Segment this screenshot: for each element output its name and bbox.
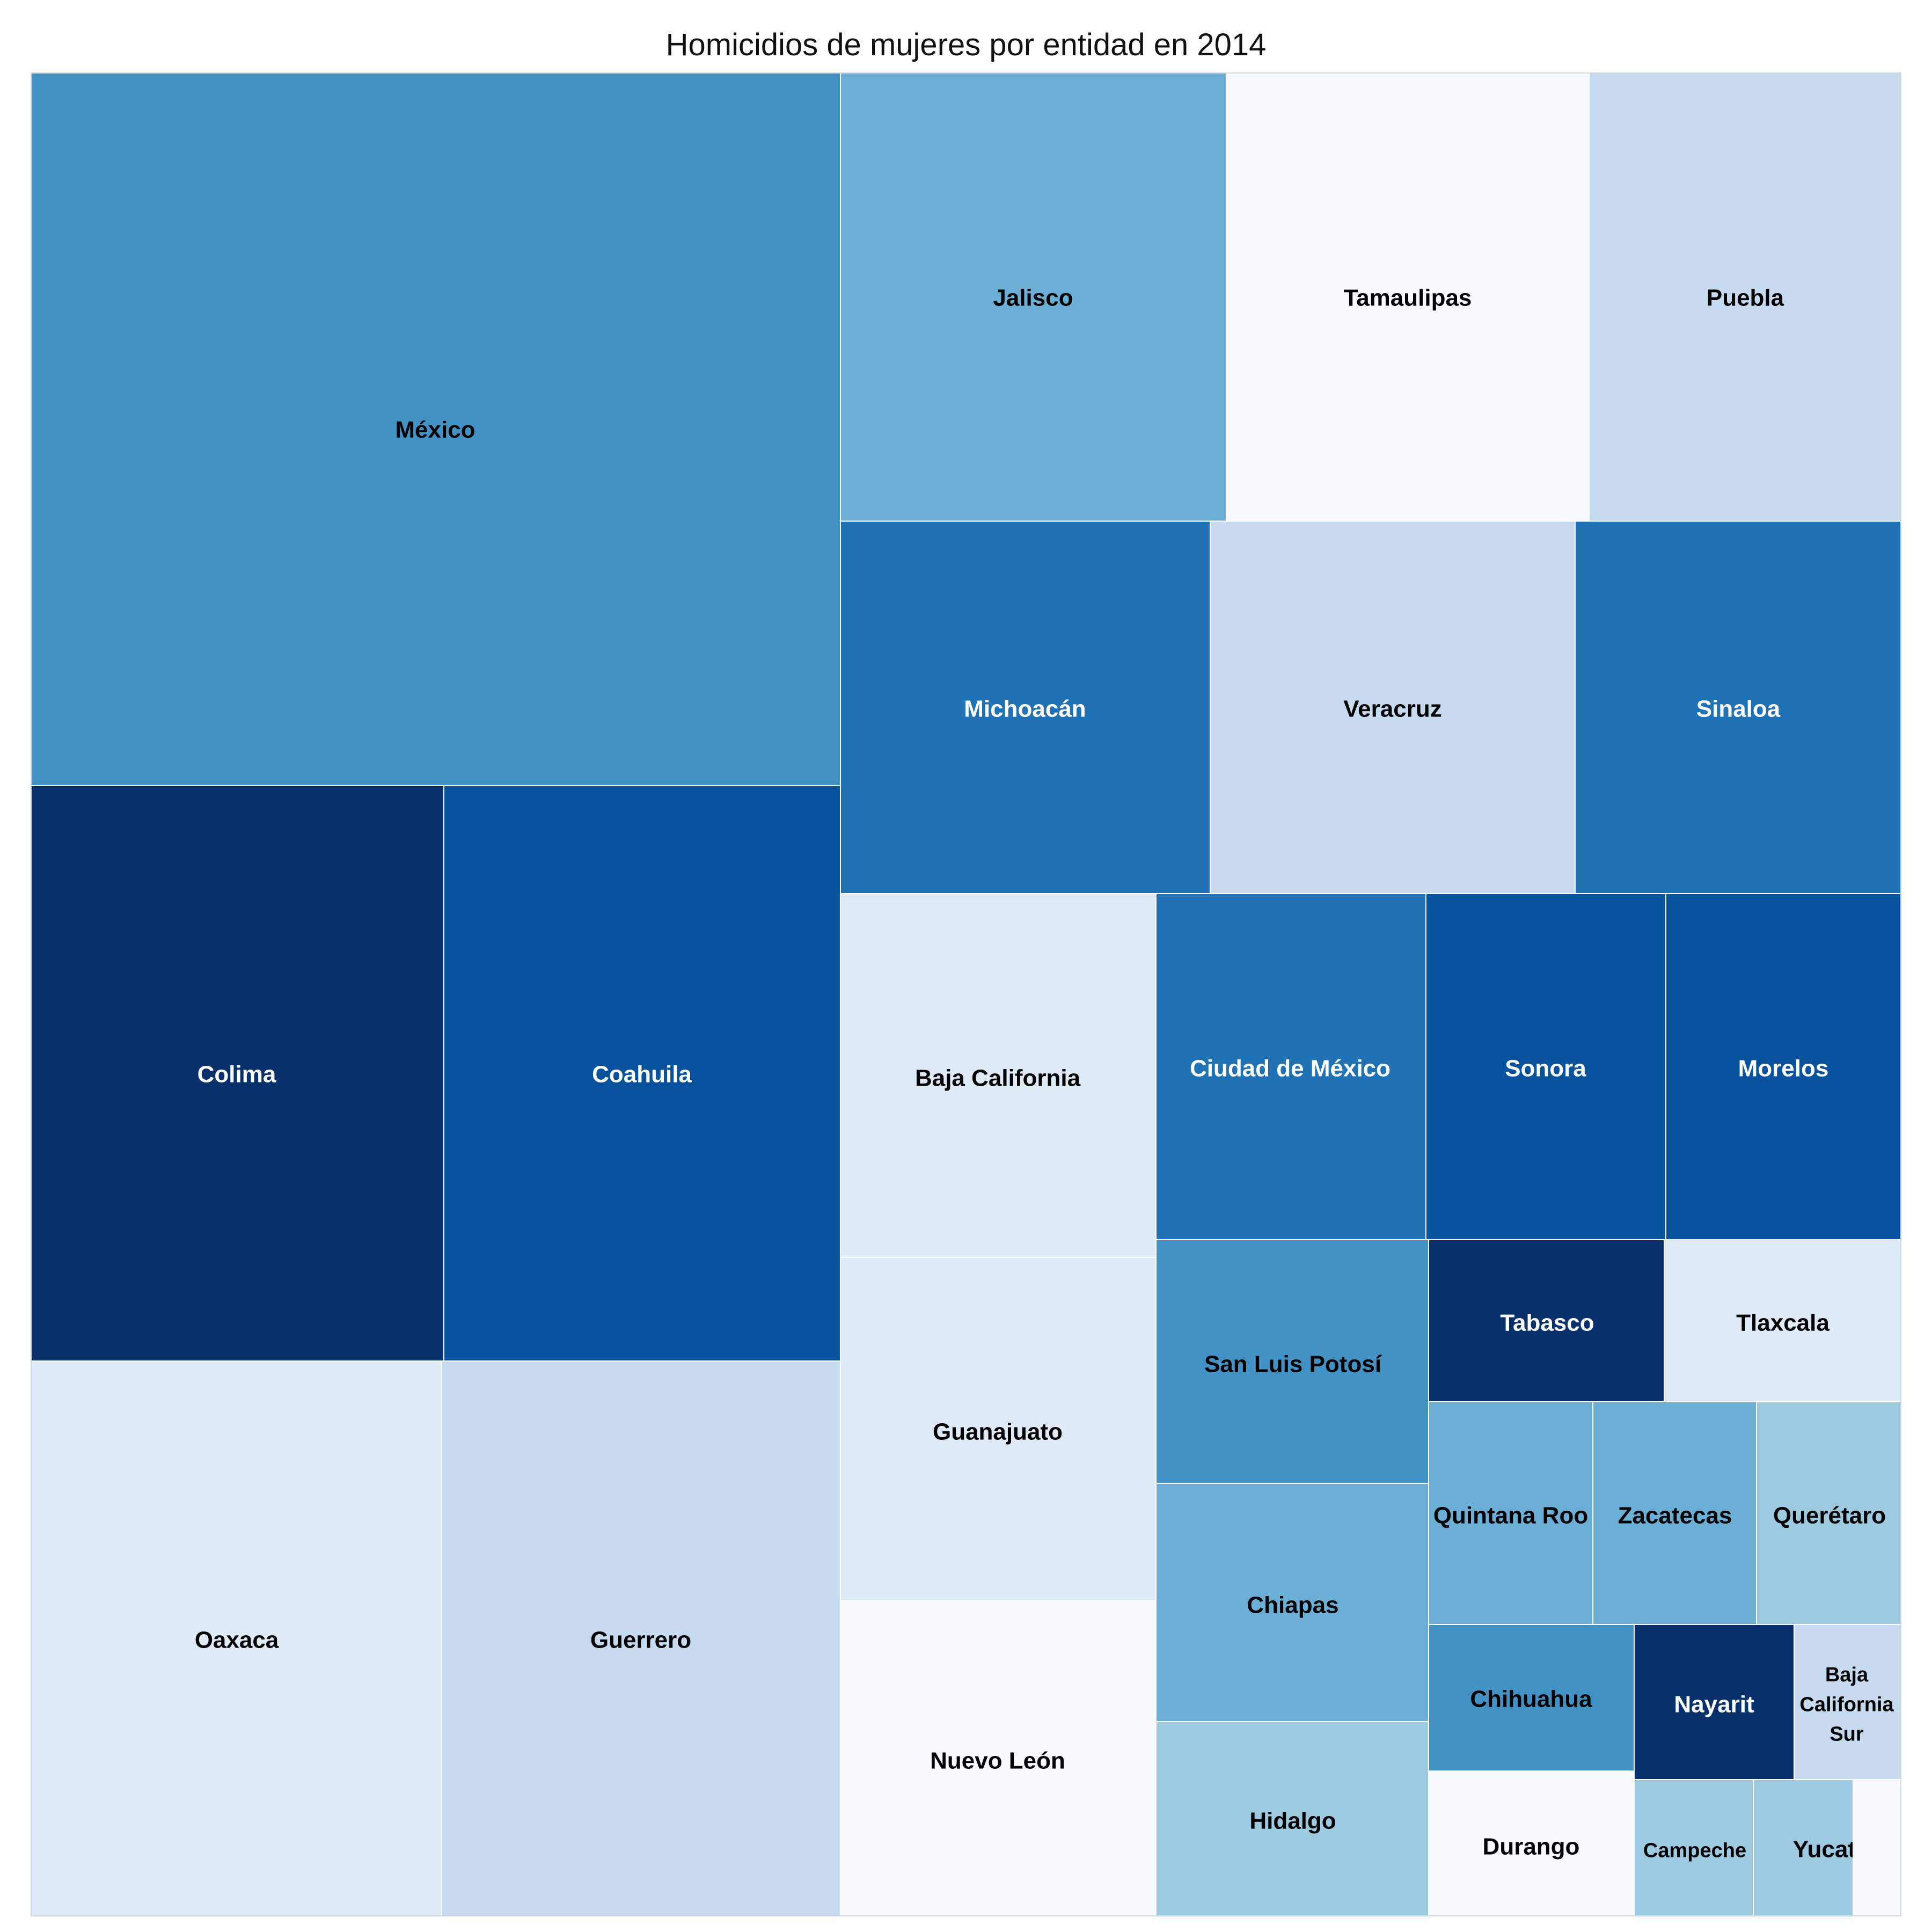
tile-label: Sinaloa (1696, 696, 1781, 722)
tile-michoacán: Michoacán (840, 521, 1211, 894)
tile-tabasco: Tabasco (1428, 1239, 1665, 1402)
tile-label: Ciudad de México (1190, 1055, 1391, 1081)
tile-jalisco: Jalisco (840, 72, 1227, 522)
tile-rect (1664, 1239, 1901, 1402)
tile-tamaulipas: Tamaulipas (1226, 72, 1590, 522)
tile-chihuahua: Chihuahua (1428, 1624, 1635, 1772)
tile-label: Michoacán (964, 696, 1086, 722)
tile-label: México (395, 416, 475, 443)
tile-rect (840, 893, 1157, 1258)
tile-rect (1853, 1779, 1901, 1916)
tile-coahuila: Coahuila (443, 785, 841, 1362)
tile-campeche: Campeche (1634, 1779, 1754, 1916)
tile-label: Guerrero (590, 1627, 691, 1653)
tile-label: Oaxaca (195, 1627, 279, 1653)
tile-rect (840, 1257, 1157, 1601)
tile-sonora: Sonora (1425, 893, 1666, 1240)
tile-rect (1155, 1239, 1429, 1484)
tile-zacatecas: Zacatecas (1592, 1401, 1757, 1625)
tile-label: Baja California (915, 1065, 1081, 1091)
tile-tlaxcala: Tlaxcala (1664, 1239, 1901, 1402)
tile-rect (1756, 1401, 1901, 1625)
tile-label: Colima (197, 1061, 276, 1087)
tile-quintana-roo: Quintana Roo (1428, 1401, 1593, 1625)
tile-label: Nayarit (1674, 1691, 1754, 1717)
tile-rect (1665, 893, 1901, 1240)
tile-rect (1425, 893, 1666, 1240)
tile-label: Zacatecas (1618, 1502, 1732, 1528)
tile-rect (1428, 1239, 1665, 1402)
tile-label: Chiapas (1247, 1592, 1338, 1618)
tile-chiapas: Chiapas (1155, 1483, 1429, 1722)
tile-unlabeled (1853, 1779, 1901, 1916)
tile-sinaloa: Sinaloa (1575, 521, 1901, 894)
tile-label: Campeche (1643, 1839, 1746, 1862)
tile-baja-california: Baja California (840, 893, 1157, 1258)
tile-guanajuato: Guanajuato (840, 1257, 1157, 1601)
tile-label: Coahuila (592, 1061, 692, 1087)
tile-label: San Luis Potosí (1204, 1351, 1382, 1377)
tile-rect (1210, 521, 1576, 894)
tile-guerrero: Guerrero (441, 1360, 841, 1916)
tile-rect (840, 1600, 1157, 1916)
tile-san-luis-potosí: San Luis Potosí (1155, 1239, 1429, 1484)
tile-rect (1226, 72, 1590, 522)
tile-oaxaca: Oaxaca (31, 1360, 442, 1916)
tile-rect (1634, 1779, 1754, 1916)
tile-rect (1428, 1401, 1593, 1625)
tile-rect (1155, 1483, 1429, 1722)
tile-rect (1155, 893, 1426, 1240)
tile-rect (840, 521, 1211, 894)
tile-rect (31, 72, 841, 786)
tile-rect (1428, 1624, 1635, 1772)
tile-rect (840, 72, 1227, 522)
tile-label: Chihuahua (1470, 1686, 1592, 1712)
tile-rect (1753, 1779, 1854, 1916)
tile-label: Durango (1483, 1833, 1580, 1860)
chart-title: Homicidios de mujeres por entidad en 201… (665, 27, 1267, 62)
tile-rect (1155, 1721, 1429, 1916)
tile-label: Querétaro (1773, 1502, 1886, 1528)
tile-label: Sonora (1505, 1055, 1586, 1081)
tile-rect (443, 785, 841, 1362)
tile-nayarit: Nayarit (1634, 1624, 1795, 1780)
tile-label: Baja California Sur (1799, 1664, 1894, 1745)
tile-label: Quintana Roo (1433, 1502, 1588, 1528)
tile-label: Puebla (1707, 284, 1784, 311)
tile-durango: Durango (1428, 1770, 1635, 1916)
tile-label: Hidalgo (1249, 1807, 1336, 1834)
tile-rect (1589, 72, 1901, 522)
tile-rect (1428, 1770, 1635, 1916)
tile-querétaro: Querétaro (1756, 1401, 1901, 1625)
tile-méxico: México (31, 72, 841, 786)
tile-morelos: Morelos (1665, 893, 1901, 1240)
tile-label: Tlaxcala (1736, 1309, 1829, 1336)
tile-label: Jalisco (993, 284, 1073, 311)
tile-label: Tabasco (1500, 1309, 1594, 1336)
tile-label: Tamaulipas (1344, 284, 1472, 311)
tile-label: Veracruz (1343, 696, 1441, 722)
tile-rect (31, 785, 444, 1362)
tile-colima: Colima (31, 785, 444, 1362)
tile-veracruz: Veracruz (1210, 521, 1576, 894)
tile-rect (31, 1360, 442, 1916)
tile-hidalgo: Hidalgo (1155, 1721, 1429, 1916)
plot-frame (31, 72, 1901, 1916)
tile-label: Nuevo León (930, 1747, 1065, 1774)
tile-label: Morelos (1738, 1055, 1829, 1081)
tile-rect (1592, 1401, 1757, 1625)
tile-nuevo-león: Nuevo León (840, 1600, 1157, 1916)
tile-ciudad-de-méxico: Ciudad de México (1155, 893, 1426, 1240)
tile-puebla: Puebla (1589, 72, 1901, 522)
tile-label: Guanajuato (933, 1418, 1063, 1445)
tile-baja-california-sur: Baja California Sur (1794, 1624, 1901, 1780)
